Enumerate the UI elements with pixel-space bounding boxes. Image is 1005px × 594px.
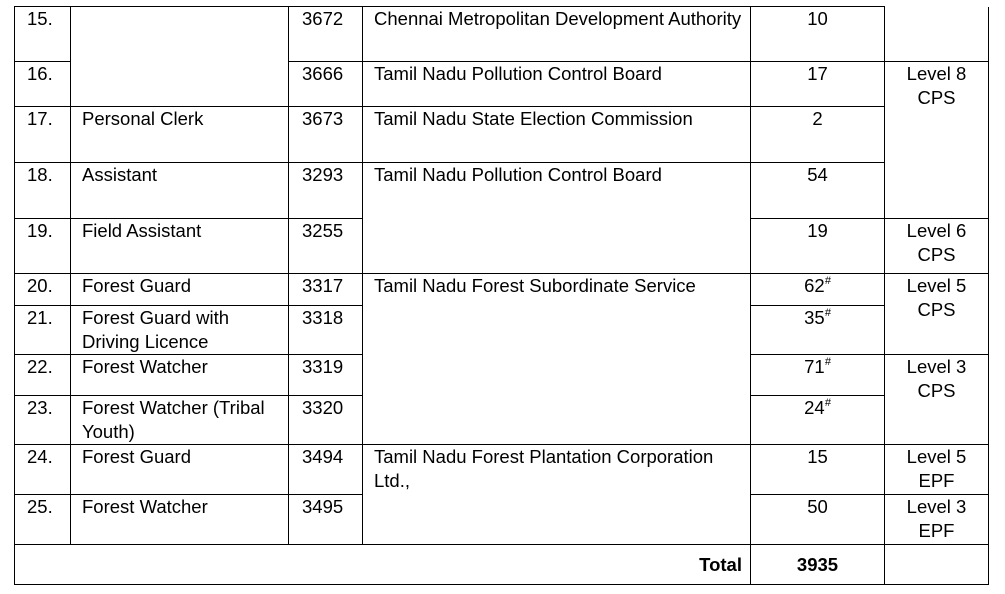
department: Chennai Metropolitan Development Authori… <box>362 6 751 62</box>
vacancies: 35 <box>804 307 825 328</box>
pay-cell: Level 8 CPS <box>884 61 989 219</box>
pay-cell <box>884 6 989 62</box>
pay-cell: Level 3 EPF <box>884 494 989 545</box>
pension-scheme: EPF <box>918 520 955 541</box>
vacancies: 71 <box>804 356 825 377</box>
sl-no: 24. <box>14 444 71 495</box>
pay-level: Level 6 <box>906 220 967 241</box>
sl-no: 17. <box>14 106 71 163</box>
vacancies: 17 <box>750 61 885 107</box>
post: Field Assistant <box>70 218 289 274</box>
post-code: 3495 <box>288 494 363 545</box>
post: Assistant <box>70 162 289 219</box>
row: 16. 3666 Tamil Nadu Pollution Control Bo… <box>14 61 989 219</box>
post: Forest Watcher <box>70 354 289 396</box>
vacancies: 15 <box>750 444 885 495</box>
vacancies-cell: 24# <box>750 395 885 445</box>
empty-cell <box>884 544 989 585</box>
vacancies: 10 <box>750 6 885 62</box>
post: Forest Watcher <box>70 494 289 545</box>
post-code: 3317 <box>288 273 363 306</box>
sl-no: 16. <box>14 61 71 107</box>
row: 24. Forest Guard 3494 Tamil Nadu Forest … <box>14 444 989 545</box>
pension-scheme: CPS <box>917 299 956 320</box>
department: Tamil Nadu State Election Commission <box>362 106 751 163</box>
vacancies: 50 <box>750 494 885 545</box>
post-code: 3318 <box>288 305 363 355</box>
total-label: Total <box>14 544 751 585</box>
sl-no: 19. <box>14 218 71 274</box>
post-code: 3320 <box>288 395 363 445</box>
vacancies: 2 <box>750 106 885 163</box>
sl-no: 20. <box>14 273 71 306</box>
post-code: 3494 <box>288 444 363 495</box>
pension-scheme: EPF <box>918 470 955 491</box>
pay-cell: Level 5 EPF <box>884 444 989 495</box>
department: Tamil Nadu Pollution Control Board <box>362 162 751 274</box>
post: Forest Guard <box>70 273 289 306</box>
department: Tamil Nadu Forest Subordinate Service <box>362 273 751 445</box>
department: Tamil Nadu Forest Plantation Corporation… <box>362 444 751 545</box>
footnote-mark: # <box>824 275 831 287</box>
pension-scheme: CPS <box>917 244 956 265</box>
sl-no: 18. <box>14 162 71 219</box>
sl-no: 15. <box>14 6 71 62</box>
total-row: Total 3935 <box>14 544 989 585</box>
post-cell <box>70 6 289 107</box>
row: 15. 3672 Chennai Metropolitan Developmen… <box>14 6 989 107</box>
post-code: 3255 <box>288 218 363 274</box>
row: 22. Forest Watcher 3319 71# Level 3 CPS <box>14 354 989 445</box>
sl-no: 23. <box>14 395 71 445</box>
vacancies: 24 <box>804 397 825 418</box>
footnote-mark: # <box>824 307 831 319</box>
vacancies: 54 <box>750 162 885 219</box>
sl-no: 22. <box>14 354 71 396</box>
pay-level: Level 3 <box>906 496 967 517</box>
table-body: 15. 3672 Chennai Metropolitan Developmen… <box>14 6 989 585</box>
vacancies: 62 <box>804 275 825 296</box>
total-value: 3935 <box>750 544 885 585</box>
post: Forest Guard with Driving Licence <box>70 305 289 355</box>
row: 23. Forest Watcher (Tribal Youth) 3320 2… <box>14 395 989 445</box>
row: 20. Forest Guard 3317 Tamil Nadu Forest … <box>14 273 989 445</box>
pay-cell: Level 6 CPS <box>884 218 989 274</box>
department: Tamil Nadu Pollution Control Board <box>362 61 751 107</box>
footnote-mark: # <box>824 356 831 368</box>
vacancies-cell: 35# <box>750 305 885 355</box>
pay-cell: Level 5 CPS <box>884 273 989 355</box>
post-code: 3293 <box>288 162 363 219</box>
sl-no: 21. <box>14 305 71 355</box>
vacancies-cell: 71# <box>750 354 885 396</box>
row: 17. Personal Clerk 3673 Tamil Nadu State… <box>14 106 989 163</box>
row: 25. Forest Watcher 3495 50 Level 3 EPF <box>14 494 989 545</box>
post-code: 3666 <box>288 61 363 107</box>
sl-no: 25. <box>14 494 71 545</box>
post-code: 3319 <box>288 354 363 396</box>
pension-scheme: CPS <box>917 87 956 108</box>
pay-level: Level 5 <box>906 446 967 467</box>
pay-level: Level 3 <box>906 356 967 377</box>
pay-cell: Level 3 CPS <box>884 354 989 445</box>
pension-scheme: CPS <box>917 380 956 401</box>
post-code: 3672 <box>288 6 363 62</box>
vacancies-cell: 62# <box>750 273 885 306</box>
row: 18. Assistant 3293 Tamil Nadu Pollution … <box>14 162 989 274</box>
vacancy-table: 15. 3672 Chennai Metropolitan Developmen… <box>14 6 989 585</box>
vacancies: 19 <box>750 218 885 274</box>
footnote-mark: # <box>824 397 831 409</box>
pay-level: Level 5 <box>906 275 967 296</box>
pay-level: Level 8 <box>906 63 967 84</box>
post-code: 3673 <box>288 106 363 163</box>
post: Personal Clerk <box>70 106 289 163</box>
post: Forest Watcher (Tribal Youth) <box>70 395 289 445</box>
post: Forest Guard <box>70 444 289 495</box>
